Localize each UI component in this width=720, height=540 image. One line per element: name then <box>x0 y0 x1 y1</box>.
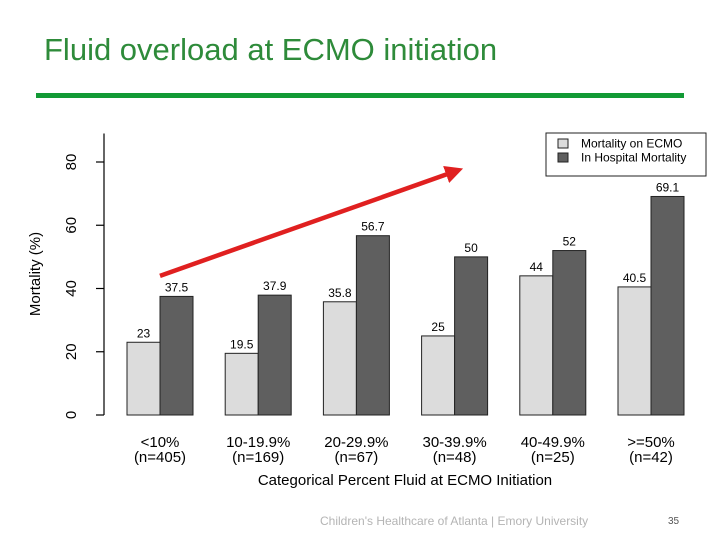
page-number: 35 <box>668 516 680 527</box>
bar-in-hospital-mortality <box>159 295 194 416</box>
legend-swatch-in-hospital-mortality <box>557 152 569 163</box>
x-axis-title: Categorical Percent Fluid at ECMO Initia… <box>258 472 552 489</box>
y-tick-label: 80 <box>63 154 80 171</box>
x-category-count: (n=169) <box>232 449 284 466</box>
legend-box <box>545 132 707 177</box>
legend-swatch-mortality-on-ecmo <box>557 138 569 149</box>
x-category-count: (n=405) <box>134 449 186 466</box>
y-axis-title: Mortality (%) <box>27 232 44 316</box>
bar-in-hospital-mortality <box>355 235 390 416</box>
legend-label-in-hospital-mortality: In Hospital Mortality <box>581 151 686 165</box>
x-category-count: (n=42) <box>629 449 673 466</box>
y-tick-label: 60 <box>63 217 80 234</box>
bar-value-label: 50 <box>464 241 478 255</box>
bar-in-hospital-mortality <box>257 294 292 416</box>
bar-value-label: 23 <box>137 326 151 340</box>
x-category-label: >=50% <box>627 434 675 451</box>
x-category-label: <10% <box>141 434 180 451</box>
slide-title: Fluid overload at ECMO initiation <box>44 32 498 67</box>
x-category-count: (n=25) <box>531 449 575 466</box>
bar-in-hospital-mortality <box>454 256 489 416</box>
bar-in-hospital-mortality <box>650 195 685 416</box>
bar-value-label: 35.8 <box>328 286 352 300</box>
y-tick-label: 0 <box>63 411 80 419</box>
bar-value-label: 44 <box>530 260 544 274</box>
y-tick-label: 40 <box>63 280 80 297</box>
bar-value-label: 25 <box>431 320 445 334</box>
legend-label-mortality-on-ecmo: Mortality on ECMO <box>581 137 682 151</box>
x-category-count: (n=67) <box>335 449 379 466</box>
x-category-label: 20-29.9% <box>324 434 388 451</box>
x-category-label: 10-19.9% <box>226 434 290 451</box>
bar-mortality-on-ecmo <box>322 301 357 416</box>
title-divider <box>36 93 684 98</box>
bar-value-label: 69.1 <box>656 180 680 194</box>
x-category-label: 40-49.9% <box>521 434 585 451</box>
bar-value-label: 19.5 <box>230 337 254 351</box>
bar-value-label: 56.7 <box>361 220 385 234</box>
bar-value-label: 40.5 <box>623 271 647 285</box>
x-category-label: 30-39.9% <box>422 434 486 451</box>
x-category-count: (n=48) <box>433 449 477 466</box>
bar-mortality-on-ecmo <box>224 352 259 416</box>
bar-mortality-on-ecmo <box>519 275 554 416</box>
bar-in-hospital-mortality <box>552 250 587 416</box>
bar-value-label: 52 <box>563 235 577 249</box>
trend-arrow <box>159 166 464 278</box>
bar-mortality-on-ecmo <box>617 286 652 416</box>
bar-mortality-on-ecmo <box>126 341 161 416</box>
bar-mortality-on-ecmo <box>421 335 456 416</box>
y-tick-label: 20 <box>63 343 80 360</box>
bar-value-label: 37.9 <box>263 279 287 293</box>
bar-value-label: 37.5 <box>165 280 189 294</box>
footer-text: Children's Healthcare of Atlanta | Emory… <box>320 514 589 528</box>
